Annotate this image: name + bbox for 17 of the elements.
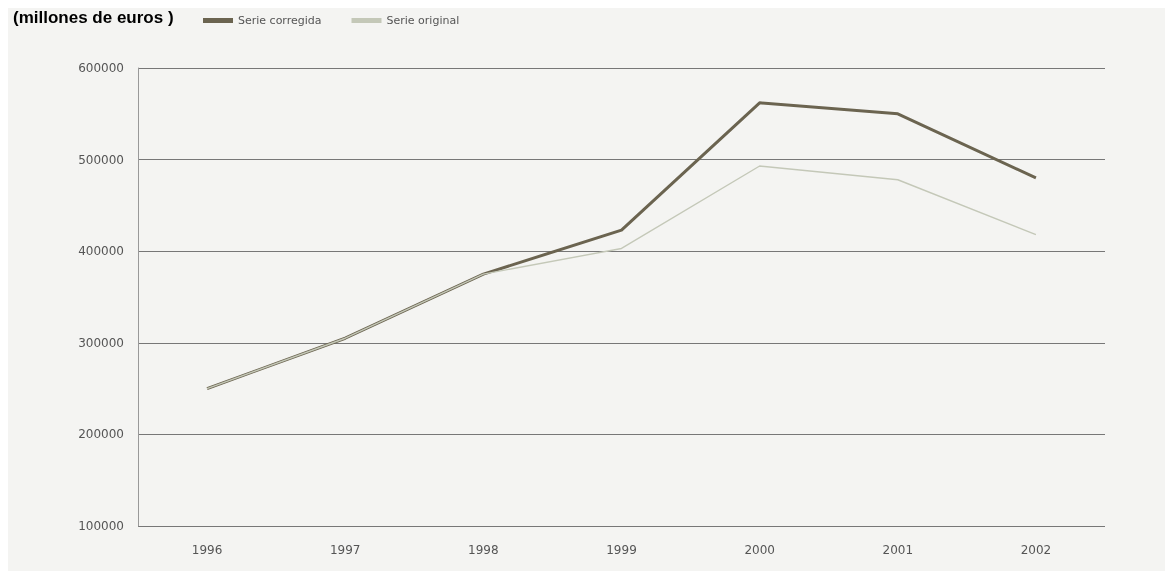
y-tick-label: 500000: [78, 152, 124, 167]
legend-label: Serie original: [386, 14, 460, 27]
y-tick-label: 400000: [78, 244, 124, 259]
x-tick-label: 2002: [1020, 543, 1052, 557]
y-tick-label: 600000: [78, 61, 124, 75]
x-tick-label: 2000: [744, 543, 775, 557]
y-tick-label: 300000: [78, 335, 124, 350]
legend-label: Serie corregida: [238, 14, 322, 27]
x-tick-label: 1999: [606, 543, 637, 557]
x-tick-label: 1998: [468, 543, 499, 557]
x-tick-label: 1996: [191, 543, 223, 557]
chart-title: (millones de euros ): [13, 8, 174, 27]
x-tick-label: 2001: [882, 543, 914, 557]
x-tick-label: 1997: [329, 543, 361, 557]
line-series: [206, 165, 1037, 390]
y-tick-label: 200000: [78, 427, 124, 442]
y-tick-label: 100000: [78, 519, 124, 533]
